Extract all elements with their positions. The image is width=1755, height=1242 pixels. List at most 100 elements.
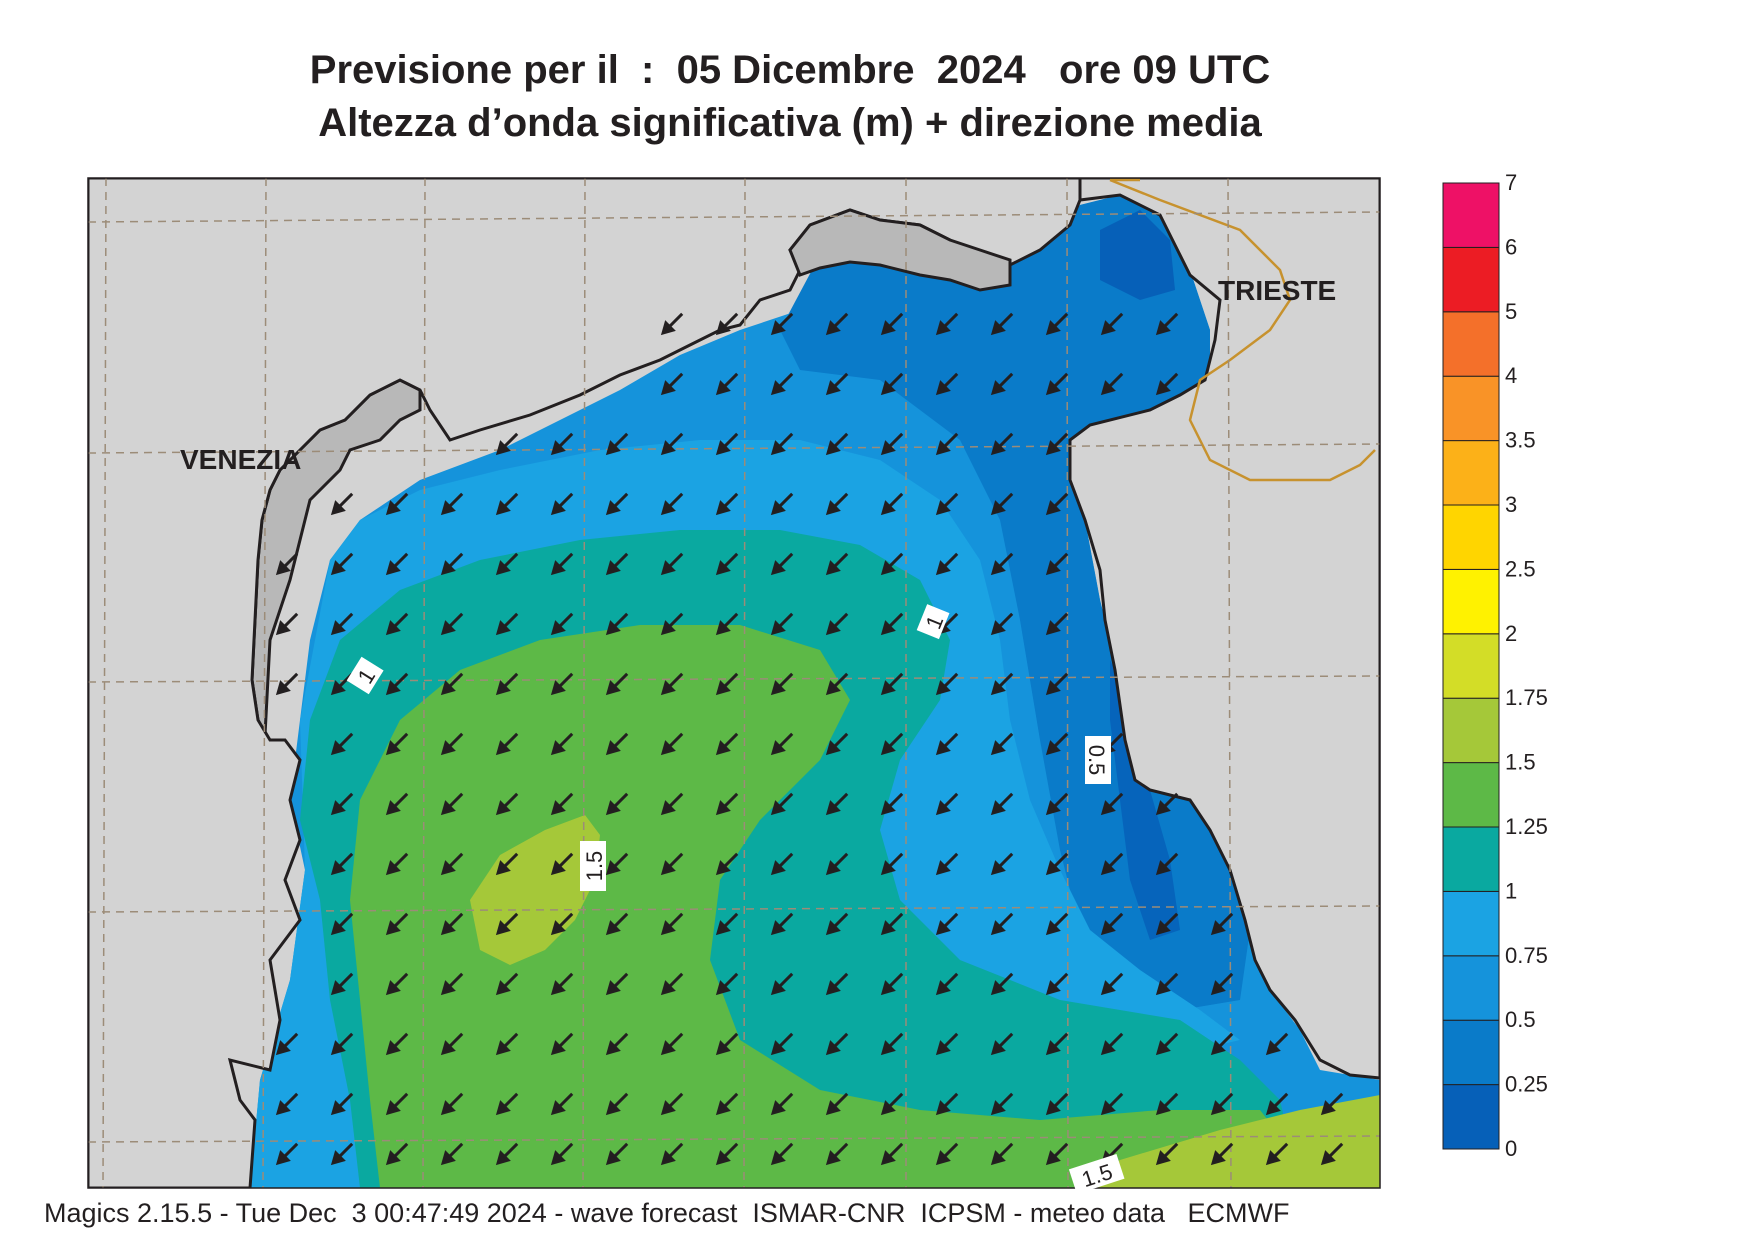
wave-arrow (605, 912, 629, 936)
wave-arrow (880, 732, 904, 756)
wave-arrow (605, 612, 629, 636)
contour-label-1.5-center: 1.5 (580, 841, 607, 891)
wave-arrow (935, 492, 959, 516)
wave-arrow (440, 852, 464, 876)
wave-arrow (770, 912, 794, 936)
wave-arrow (825, 972, 849, 996)
wave-arrow (935, 672, 959, 696)
wave-arrow (770, 732, 794, 756)
wave-arrow (330, 852, 354, 876)
wave-arrow (330, 612, 354, 636)
wave-arrow (550, 852, 574, 876)
wave-arrow (990, 432, 1014, 456)
wave-arrow (715, 492, 739, 516)
wave-arrow (275, 1142, 299, 1166)
wave-arrow (880, 1032, 904, 1056)
wave-arrow (550, 912, 574, 936)
wave-arrow (440, 672, 464, 696)
wave-arrow (605, 852, 629, 876)
city-label-venezia: VENEZIA (180, 444, 301, 475)
wave-arrow (1045, 1092, 1069, 1116)
wave-arrow (715, 1142, 739, 1166)
wave-arrow (495, 552, 519, 576)
wave-arrow (1045, 492, 1069, 516)
wave-arrow (1210, 972, 1234, 996)
wave-arrow (715, 312, 739, 336)
contour-label-1-east: 1 (916, 604, 950, 640)
wave-arrow (330, 972, 354, 996)
wave-arrow (825, 672, 849, 696)
wave-arrow (385, 612, 409, 636)
colorbar-swatch (1442, 697, 1500, 764)
wave-arrow (440, 1092, 464, 1116)
map-title: Previsione per il : 05 Dicembre 2024 ore… (0, 44, 1580, 150)
wave-zone-175-se (1080, 1095, 1380, 1188)
wave-arrow (1265, 1092, 1289, 1116)
wave-arrow (715, 552, 739, 576)
colorbar-swatch (1442, 504, 1500, 570)
wave-arrow (715, 1092, 739, 1116)
wave-arrow (605, 1092, 629, 1116)
wave-arrow (495, 852, 519, 876)
colorbar-label: 2.5 (1505, 556, 1536, 581)
colorbar-swatch (1442, 955, 1500, 1021)
wave-arrow (1045, 312, 1069, 336)
wave-arrow (990, 912, 1014, 936)
colorbar-label: 3.5 (1505, 428, 1536, 453)
wave-arrow (495, 432, 519, 456)
title-line-1: Previsione per il : 05 Dicembre 2024 ore… (309, 48, 1271, 92)
map-frame (87, 177, 1381, 1189)
wave-arrow (880, 432, 904, 456)
colorbar-label: 0 (1505, 1136, 1517, 1161)
wave-arrow (990, 612, 1014, 636)
wave-arrow (385, 552, 409, 576)
wave-arrow (990, 732, 1014, 756)
wave-arrow (660, 792, 684, 816)
wave-arrow (660, 492, 684, 516)
colorbar-label: 1.75 (1505, 685, 1548, 710)
wave-arrow (605, 732, 629, 756)
wave-arrow (935, 432, 959, 456)
wave-arrow (1265, 1142, 1289, 1166)
north-lagoon (788, 208, 1012, 292)
wave-arrow (550, 492, 574, 516)
wave-arrow (715, 792, 739, 816)
svg-text:1.5: 1.5 (582, 851, 607, 882)
wave-arrow (1045, 852, 1069, 876)
wave-arrow (440, 732, 464, 756)
colorbar-swatch (1442, 1084, 1500, 1150)
wave-arrow (770, 312, 794, 336)
wave-arrow (715, 732, 739, 756)
wave-arrow (770, 492, 794, 516)
wave-arrow (935, 372, 959, 396)
wave-arrow (605, 792, 629, 816)
wave-arrow (1155, 1142, 1179, 1166)
wave-arrow (550, 1142, 574, 1166)
wave-arrow (660, 912, 684, 936)
wave-arrow (990, 852, 1014, 876)
wave-arrow (385, 1142, 409, 1166)
wave-arrow (990, 552, 1014, 576)
wave-arrow (825, 312, 849, 336)
wave-arrow (660, 312, 684, 336)
wave-arrow (935, 792, 959, 816)
wave-arrow (495, 792, 519, 816)
wave-arrow (1155, 912, 1179, 936)
wave-arrow (770, 1032, 794, 1056)
wave-arrow (440, 912, 464, 936)
colorbar-swatch (1442, 826, 1500, 892)
wave-arrow (495, 972, 519, 996)
colorbar-label: 1.5 (1505, 750, 1536, 775)
wave-arrow (825, 432, 849, 456)
wave-arrow (440, 1142, 464, 1166)
colorbar-swatch (1442, 633, 1500, 699)
wave-arrow (385, 792, 409, 816)
wave-arrow (550, 552, 574, 576)
wave-arrow (330, 492, 354, 516)
wave-arrow (880, 552, 904, 576)
wave-arrow (550, 1092, 574, 1116)
wave-arrow (880, 672, 904, 696)
wave-arrow (880, 792, 904, 816)
wave-arrow (1045, 912, 1069, 936)
wave-arrow (935, 1092, 959, 1116)
